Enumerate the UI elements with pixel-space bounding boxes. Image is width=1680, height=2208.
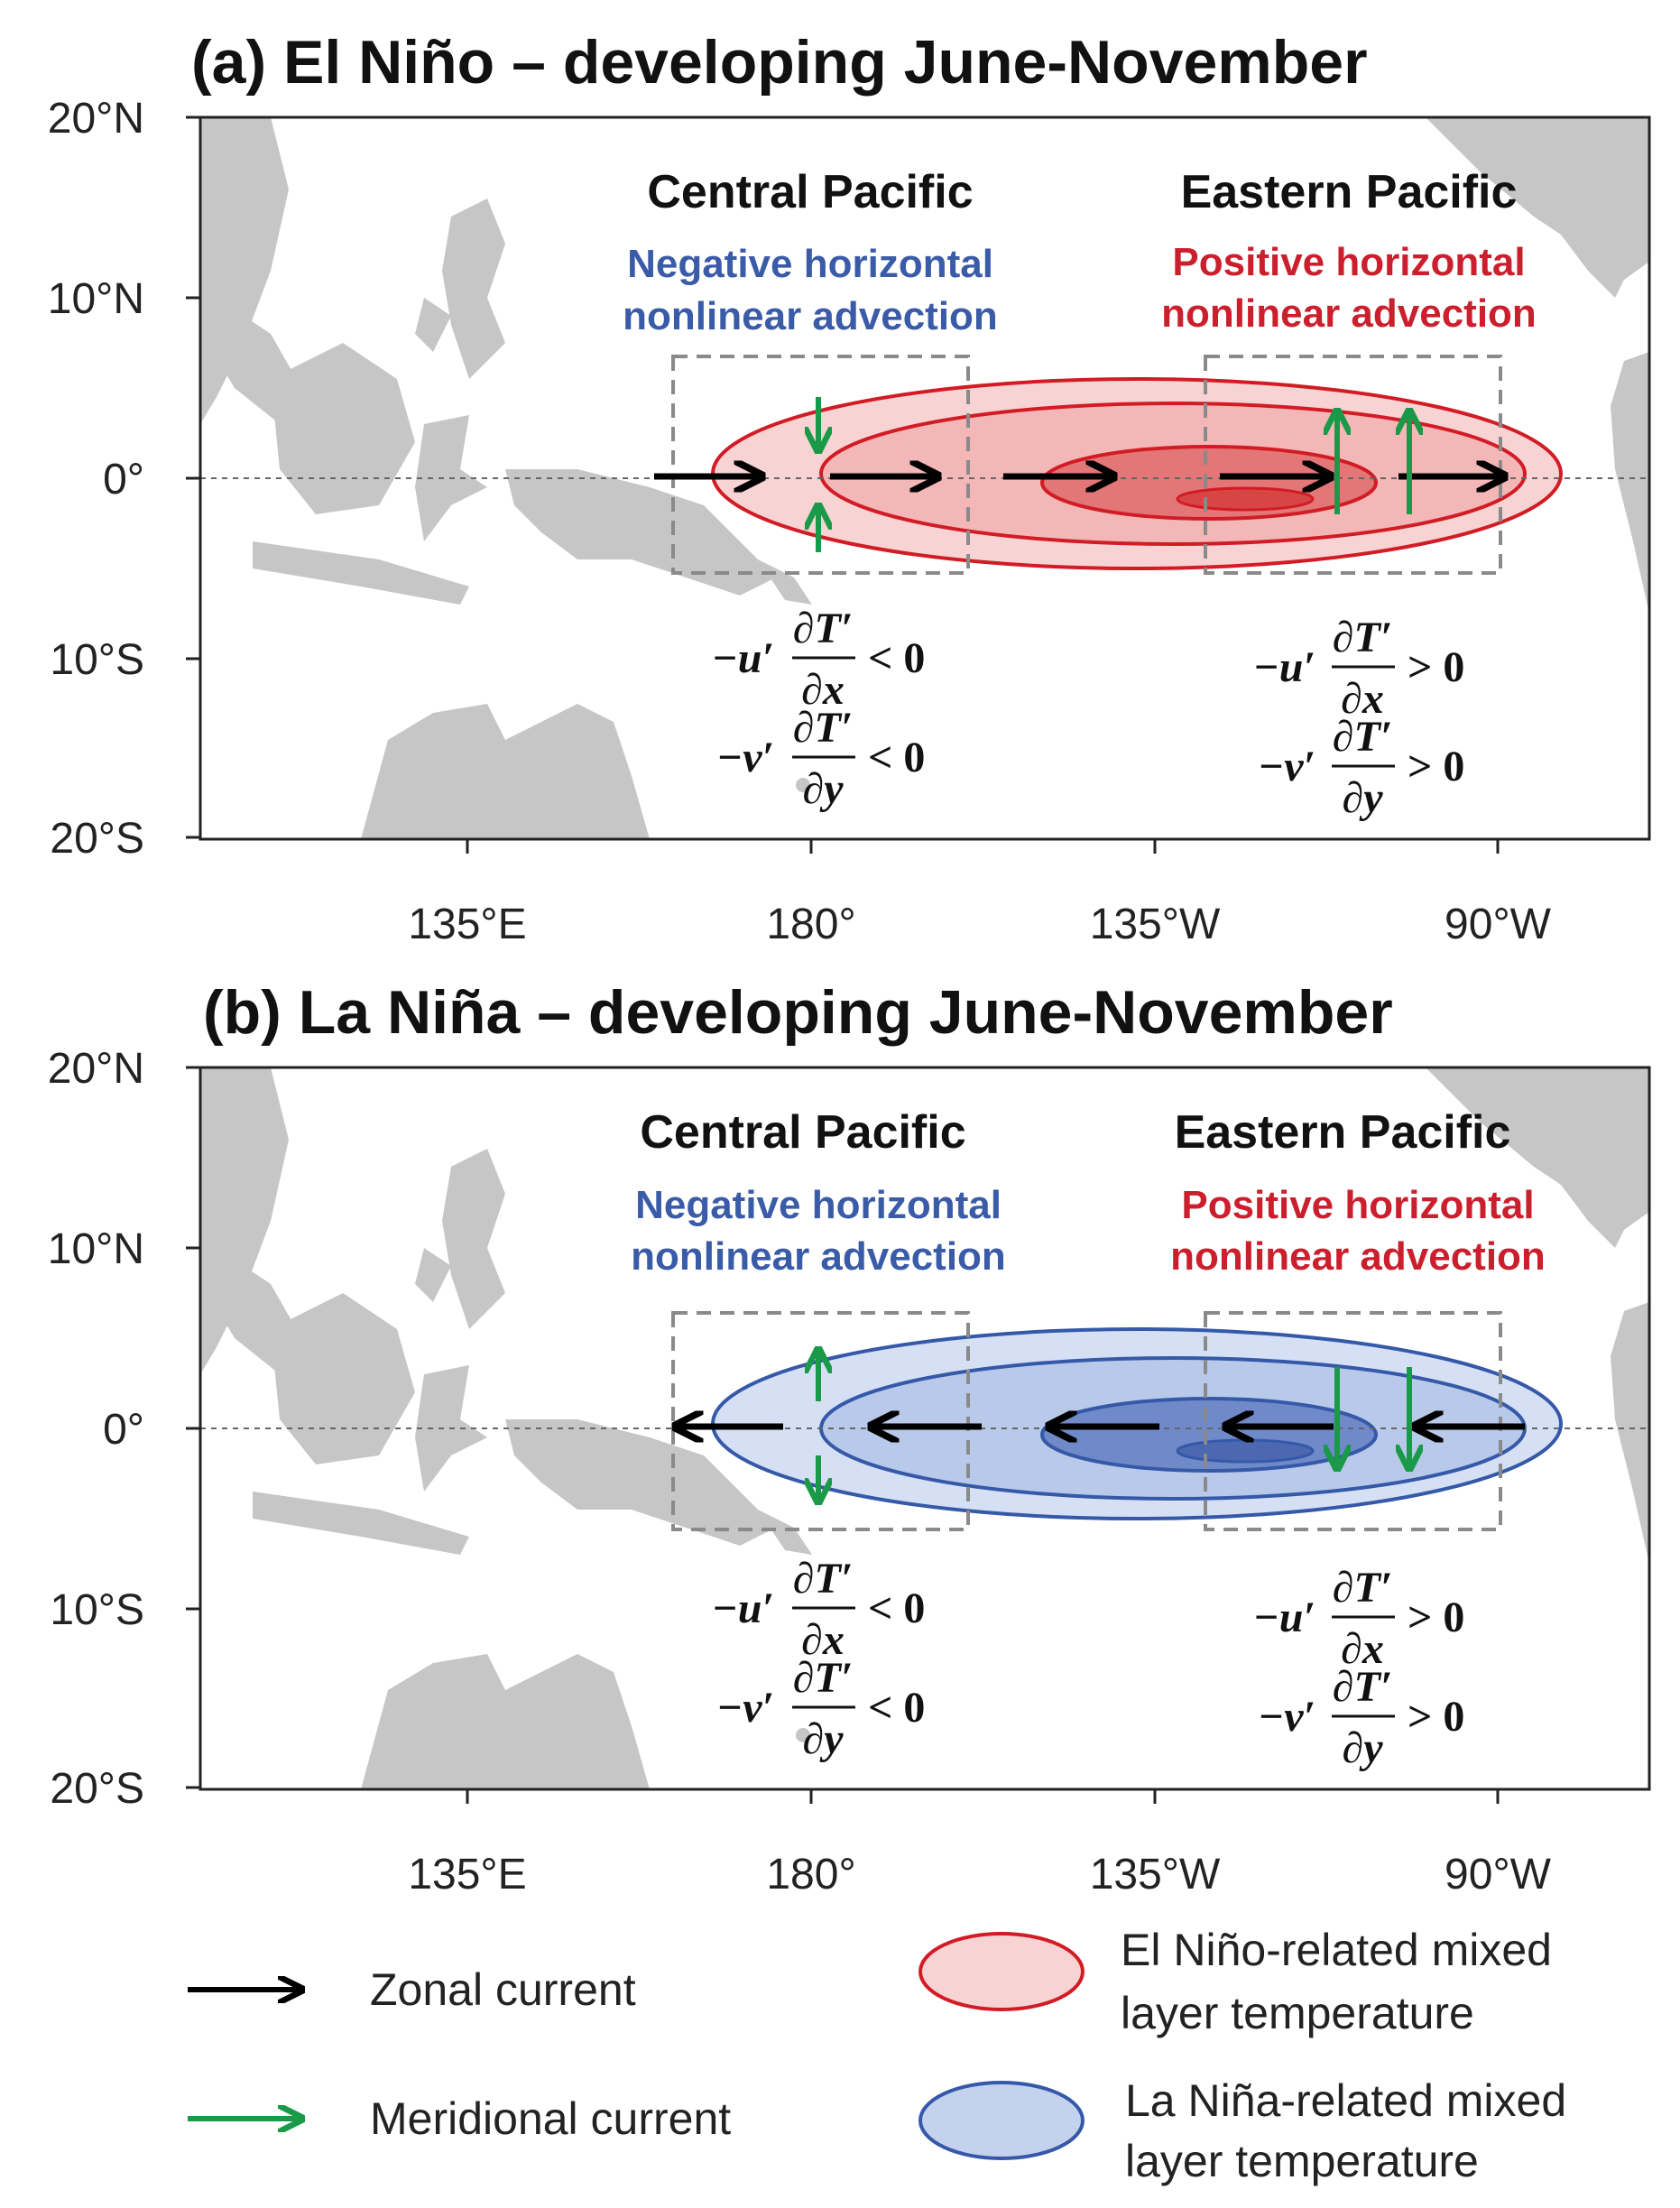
eq-numerator: ∂T′: [1333, 1663, 1393, 1711]
panel-el-nino: (a) El Niño – developing June-November: [48, 28, 1651, 948]
eastern-equation-y: −v′ ∂T′ ∂y > 0: [1258, 713, 1464, 822]
x-tick-label: 135°E: [408, 1851, 526, 1899]
eastern-equation-y: −v′ ∂T′ ∂y > 0: [1258, 1663, 1464, 1772]
y-tick-label: 10°N: [48, 275, 144, 323]
panel-a-title: (a) El Niño – developing June-November: [191, 28, 1368, 97]
meridional-current-arrows: [818, 397, 1409, 552]
y-tick-label: 20°S: [50, 1765, 144, 1813]
eastern-pacific-box: [1204, 1311, 1502, 1531]
legend-meridional-label: Meridional current: [370, 2093, 731, 2144]
eastern-equation-x: −u′ ∂T′ ∂x > 0: [1253, 614, 1465, 723]
y-tick-label: 20°N: [48, 1045, 144, 1093]
eq-lhs: −v′: [1258, 1693, 1315, 1741]
y-ticks: [186, 115, 200, 839]
panel-b-title: (b) La Niña – developing June-November: [203, 978, 1393, 1047]
eq-relation: < 0: [868, 734, 925, 781]
y-tick-label: 20°N: [48, 95, 144, 143]
meridional-current-arrows: [818, 1349, 1409, 1502]
eq-numerator: ∂T′: [793, 704, 854, 752]
panel-la-nina: (b) La Niña – developing June-November: [48, 978, 1651, 1899]
eq-lhs: −u′: [1253, 1594, 1315, 1641]
eq-numerator: ∂T′: [1333, 713, 1393, 761]
eq-denominator: ∂y: [802, 1715, 844, 1763]
eq-denominator: ∂y: [1342, 1724, 1383, 1772]
eastern-note-line1: Positive horizontal: [1181, 1183, 1534, 1227]
legend-el-nino-line2: layer temperature: [1121, 1988, 1474, 2038]
x-ticks: [466, 839, 1500, 854]
eastern-pacific-heading: Eastern Pacific: [1175, 1106, 1511, 1159]
la-nina-anomaly-peak: [1176, 1438, 1315, 1464]
central-pacific-heading: Central Pacific: [640, 1106, 965, 1159]
eastern-note-line2: nonlinear advection: [1170, 1234, 1546, 1279]
central-equation-y: −v′ ∂T′ ∂y < 0: [716, 1654, 925, 1763]
central-note-line1: Negative horizontal: [627, 242, 993, 286]
central-equation-y: −v′ ∂T′ ∂y < 0: [716, 704, 925, 813]
legend-la-nina-swatch: [918, 2081, 1085, 2160]
eastern-equation-x: −u′ ∂T′ ∂x > 0: [1253, 1564, 1465, 1673]
eq-lhs: −v′: [716, 1684, 774, 1732]
y-tick-label: 10°N: [48, 1225, 144, 1273]
eq-numerator: ∂T′: [793, 1654, 854, 1702]
eq-lhs: −v′: [1258, 743, 1315, 790]
x-ticks: [466, 1789, 1500, 1804]
el-nino-anomaly-peak: [1176, 486, 1315, 512]
eq-denominator: ∂y: [1342, 774, 1383, 822]
eq-numerator: ∂T′: [793, 605, 854, 652]
eq-relation: > 0: [1408, 1693, 1464, 1741]
central-pacific-box: [671, 355, 970, 575]
x-tick-label: 180°: [766, 901, 855, 948]
eastern-note-line2: nonlinear advection: [1161, 291, 1537, 336]
eq-numerator: ∂T′: [1333, 1564, 1393, 1612]
eq-lhs: −u′: [712, 1584, 774, 1632]
legend-la-nina-line1: La Niña-related mixed: [1125, 2075, 1566, 2126]
y-tick-label: 10°S: [50, 1586, 144, 1634]
x-tick-label: 135°E: [408, 901, 526, 948]
eq-denominator: ∂x: [801, 1616, 845, 1664]
y-tick-label: 10°S: [50, 636, 144, 684]
central-note-line2: nonlinear advection: [623, 294, 998, 338]
legend-zonal-label: Zonal current: [370, 1964, 636, 2015]
x-tick-label: 90°W: [1445, 1851, 1552, 1899]
y-ticks: [186, 1066, 200, 1789]
central-equation-x: −u′ ∂T′ ∂x < 0: [712, 605, 926, 714]
eastern-pacific-heading: Eastern Pacific: [1181, 166, 1518, 218]
eq-lhs: −v′: [716, 734, 774, 781]
eq-relation: > 0: [1408, 743, 1464, 790]
eq-relation: > 0: [1408, 1594, 1464, 1641]
legend-el-nino-line1: El Niño-related mixed: [1121, 1925, 1552, 1975]
eq-relation: < 0: [868, 634, 925, 682]
eastern-note-line1: Positive horizontal: [1172, 240, 1525, 284]
x-tick-label: 135°W: [1090, 901, 1221, 948]
y-tick-label: 20°S: [50, 815, 144, 863]
eq-numerator: ∂T′: [1333, 614, 1393, 661]
eq-denominator: ∂x: [1341, 1625, 1384, 1673]
eq-denominator: ∂x: [1341, 675, 1384, 723]
eq-lhs: −u′: [1253, 643, 1315, 691]
eq-relation: < 0: [868, 1584, 925, 1632]
x-tick-label: 135°W: [1090, 1851, 1221, 1899]
legend-el-nino-swatch: [918, 1932, 1085, 2011]
y-tick-label: 0°: [103, 456, 144, 503]
eq-relation: < 0: [868, 1684, 925, 1732]
x-tick-label: 90°W: [1445, 901, 1552, 948]
eq-relation: > 0: [1408, 643, 1464, 691]
legend-la-nina-line2: layer temperature: [1125, 2136, 1479, 2186]
central-note-line1: Negative horizontal: [635, 1183, 1002, 1227]
central-note-line2: nonlinear advection: [631, 1234, 1006, 1279]
central-equation-x: −u′ ∂T′ ∂x < 0: [712, 1555, 926, 1664]
central-pacific-heading: Central Pacific: [647, 166, 973, 218]
eq-denominator: ∂y: [802, 765, 844, 813]
legend: Zonal current Meridional current El Niño…: [188, 1925, 1566, 2186]
eq-denominator: ∂x: [801, 666, 845, 714]
x-tick-label: 180°: [766, 1851, 855, 1899]
eq-numerator: ∂T′: [793, 1555, 854, 1603]
eq-lhs: −u′: [712, 634, 774, 682]
y-tick-label: 0°: [103, 1406, 144, 1454]
